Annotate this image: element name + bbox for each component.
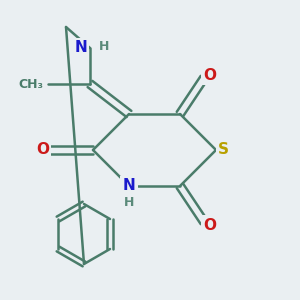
Text: H: H <box>99 40 110 53</box>
Text: CH₃: CH₃ <box>19 77 44 91</box>
Text: N: N <box>74 40 87 56</box>
Text: N: N <box>123 178 135 194</box>
Text: O: O <box>203 218 216 232</box>
Text: S: S <box>218 142 229 158</box>
Text: O: O <box>36 142 49 158</box>
Text: H: H <box>124 196 134 209</box>
Text: O: O <box>203 68 216 82</box>
